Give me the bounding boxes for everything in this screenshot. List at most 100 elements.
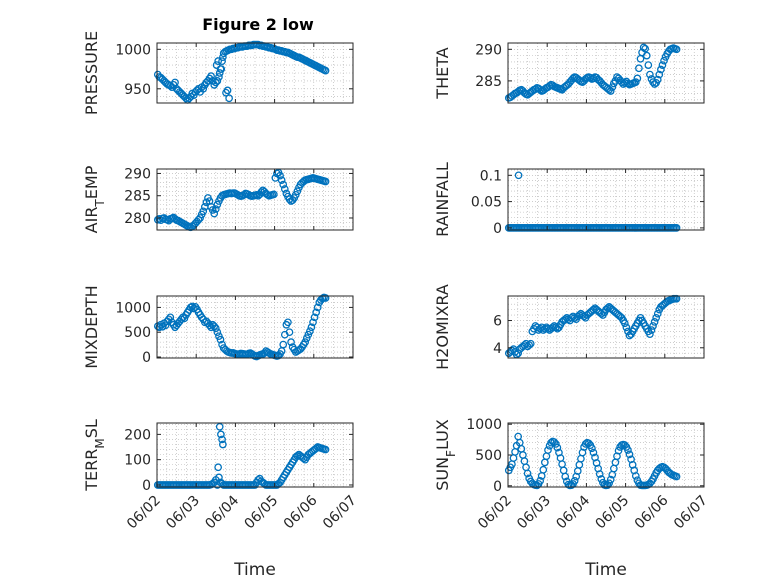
axes-box [156, 295, 354, 359]
data-point [575, 460, 584, 469]
data-point [216, 335, 225, 344]
y-tick-label: 290 [124, 166, 151, 182]
data-point [523, 469, 532, 478]
subplot-pressure: 950 1000 PRESSURE [82, 31, 354, 115]
y-tick-label: 200 [124, 427, 151, 443]
data-point [611, 458, 620, 467]
data-point [657, 65, 665, 74]
data-point [606, 475, 615, 484]
y-axis-label: THETA [433, 47, 452, 99]
data-point [642, 51, 651, 60]
x-tick-label: 06/05 [593, 493, 633, 533]
y-axis-label: PRESSURE [82, 31, 101, 115]
data-point [646, 70, 654, 79]
data-point [608, 83, 617, 92]
data-point [653, 75, 662, 84]
data-point [210, 209, 219, 218]
data-point [544, 446, 552, 454]
axes-box [507, 295, 705, 359]
x-tick-label: 06/07 [320, 493, 360, 533]
data-point [633, 74, 642, 83]
data-point [514, 171, 523, 180]
data-point [551, 440, 560, 448]
data-point [279, 340, 288, 349]
data-point [639, 43, 648, 52]
data-point [321, 294, 330, 302]
y-tick-label: 1000 [115, 300, 151, 316]
data-point [589, 448, 598, 457]
data-point [213, 200, 222, 209]
data-point [215, 73, 223, 81]
data-point [536, 476, 544, 485]
data-point [595, 470, 604, 478]
subplot-sun_flux: 0 500 1000 06/02 06/03 06/04 06/05 06/06 06/07 Ti… [433, 417, 711, 580]
axes-box [156, 42, 354, 104]
data-point [312, 308, 321, 317]
y-axis-label: H2OMIXRA [433, 284, 452, 370]
data-point [214, 463, 223, 472]
y-axis-label: MIXDEPTH [82, 285, 101, 368]
data-point [644, 61, 653, 69]
data-point [581, 440, 590, 448]
data-point [218, 57, 226, 66]
y-axis-label-main: AIR [82, 207, 101, 234]
data-point [211, 324, 220, 333]
data-point [310, 313, 319, 322]
data-point [217, 65, 226, 73]
data-point [205, 321, 214, 330]
data-point [219, 440, 227, 449]
y-tick-label: 285 [475, 74, 502, 90]
x-tick-label: 06/03 [514, 493, 554, 533]
x-tick-label: 06/07 [671, 493, 711, 533]
data-point [647, 326, 656, 334]
data-point [293, 187, 302, 196]
data-point [653, 309, 662, 318]
data-point [277, 176, 286, 184]
y-tick-label: 0 [493, 479, 502, 495]
y-axis-label-subscript: T [93, 199, 107, 208]
y-axis-label-rest: LUX [433, 419, 452, 450]
data-point [658, 61, 667, 69]
y-tick-label: 285 [124, 189, 151, 205]
axes-box [507, 168, 705, 231]
y-tick-label: 100 [124, 453, 151, 469]
data-point [215, 69, 224, 77]
x-axis-label: Time [584, 560, 627, 580]
subplot-rainfall: 0 0.05 0.1 RAINFALL [433, 162, 705, 237]
x-tick-label: 06/06 [281, 492, 321, 532]
y-tick-label: 0 [142, 350, 151, 366]
data-point [525, 341, 534, 349]
data-point [285, 328, 294, 337]
y-axis-label-rest: SL [82, 419, 101, 438]
y-tick-label: 4 [493, 341, 502, 357]
data-point [257, 188, 266, 197]
data-point [166, 313, 175, 322]
data-point [603, 481, 612, 490]
data-point [553, 443, 562, 452]
data-point [589, 74, 598, 83]
y-axis-label-subscript: M [93, 438, 107, 448]
y-axis-label: SUNFLUX [433, 419, 458, 491]
data-point [280, 185, 289, 193]
data-point [309, 318, 317, 327]
data-point [213, 77, 222, 85]
x-tick-label: 06/04 [553, 492, 593, 532]
data-point [588, 444, 596, 453]
data-point [570, 476, 579, 485]
data-point [655, 70, 664, 79]
y-tick-label: 0.1 [480, 168, 502, 184]
data-point [215, 473, 223, 482]
data-point [641, 44, 650, 53]
data-point [526, 339, 535, 348]
data-point [625, 450, 634, 459]
y-tick-label: 280 [124, 211, 151, 227]
x-tick-label: 06/05 [242, 493, 282, 533]
figure-title: Figure 2 low [202, 15, 314, 34]
data-point [575, 311, 584, 319]
data-point [542, 452, 551, 461]
data-point [218, 435, 226, 444]
data-point [223, 86, 232, 95]
data-point [199, 84, 208, 93]
